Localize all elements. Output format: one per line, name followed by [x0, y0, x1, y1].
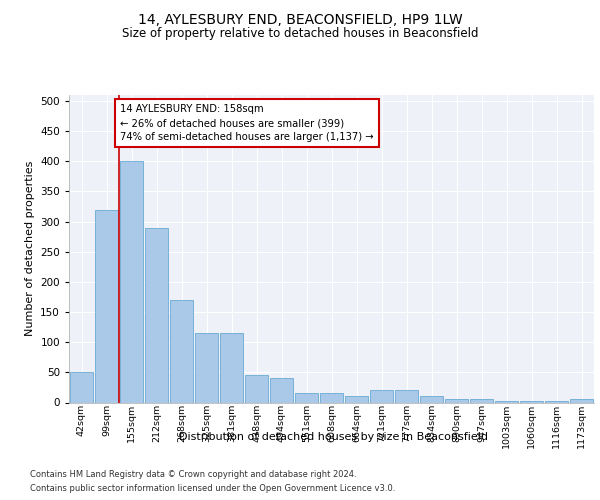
Text: 14, AYLESBURY END, BEACONSFIELD, HP9 1LW: 14, AYLESBURY END, BEACONSFIELD, HP9 1LW	[137, 12, 463, 26]
Bar	[344, 396, 368, 402]
Bar	[145, 228, 169, 402]
Bar	[269, 378, 293, 402]
Bar	[119, 162, 143, 402]
Bar	[445, 400, 469, 402]
Bar	[494, 400, 518, 402]
Text: Contains public sector information licensed under the Open Government Licence v3: Contains public sector information licen…	[30, 484, 395, 493]
Bar	[295, 394, 319, 402]
Bar	[95, 210, 118, 402]
Bar	[245, 376, 268, 402]
Bar	[370, 390, 394, 402]
Text: Distribution of detached houses by size in Beaconsfield: Distribution of detached houses by size …	[179, 432, 488, 442]
Bar	[170, 300, 193, 402]
Text: 14 AYLESBURY END: 158sqm
← 26% of detached houses are smaller (399)
74% of semi-: 14 AYLESBURY END: 158sqm ← 26% of detach…	[120, 104, 374, 142]
Bar	[194, 333, 218, 402]
Text: Size of property relative to detached houses in Beaconsfield: Size of property relative to detached ho…	[122, 28, 478, 40]
Bar	[569, 400, 593, 402]
Bar	[320, 394, 343, 402]
Bar	[220, 333, 244, 402]
Text: Contains HM Land Registry data © Crown copyright and database right 2024.: Contains HM Land Registry data © Crown c…	[30, 470, 356, 479]
Bar	[395, 390, 418, 402]
Bar	[419, 396, 443, 402]
Bar	[470, 400, 493, 402]
Bar	[70, 372, 94, 402]
Y-axis label: Number of detached properties: Number of detached properties	[25, 161, 35, 336]
